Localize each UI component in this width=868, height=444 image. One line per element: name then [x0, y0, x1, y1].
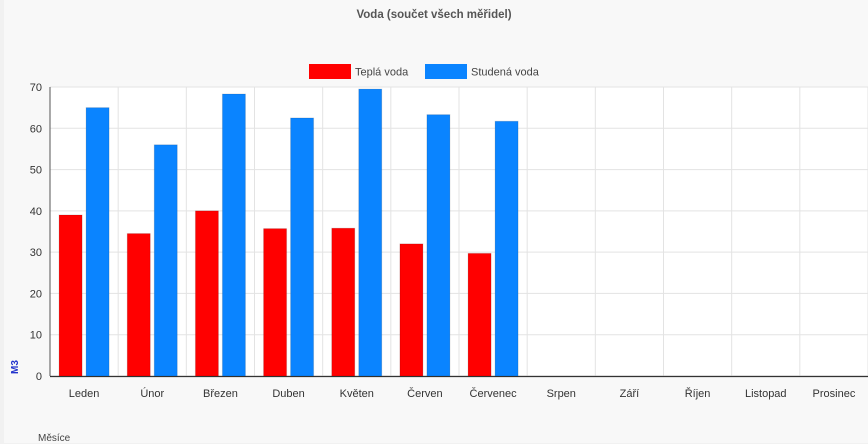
- y-tick-label: 60: [30, 123, 42, 135]
- bar-studená-voda: [85, 107, 110, 377]
- y-tick-label: 0: [36, 371, 42, 383]
- bar-teplá-voda: [263, 228, 288, 377]
- bar-teplá-voda: [467, 252, 492, 377]
- y-tick-label: 50: [30, 165, 42, 177]
- x-tick-label: Říjen: [685, 387, 711, 400]
- chart-title: Voda (součet všech měřidel): [356, 9, 512, 21]
- bar-teplá-voda: [126, 233, 151, 377]
- y-tick-label: 10: [30, 330, 42, 342]
- bar-teplá-voda: [399, 243, 424, 377]
- x-tick-label: Červenec: [470, 387, 518, 400]
- x-tick-label: Červen: [407, 387, 442, 400]
- x-axis-label: Měsíce: [38, 433, 71, 444]
- bar-studená-voda: [494, 120, 519, 377]
- x-tick-label: Listopad: [745, 388, 787, 400]
- bar-studená-voda: [221, 93, 246, 377]
- y-tick-label: 20: [30, 288, 42, 300]
- bar-studená-voda: [290, 117, 315, 377]
- y-tick-label: 30: [30, 247, 42, 259]
- legend-label: Studená voda: [471, 67, 540, 79]
- y-tick-label: 70: [30, 82, 42, 94]
- x-tick-label: Březen: [203, 388, 238, 400]
- bar-studená-voda: [153, 144, 178, 377]
- x-tick-label: Prosinec: [813, 388, 856, 400]
- legend-swatch: [425, 64, 467, 79]
- x-tick-label: Květen: [340, 388, 374, 400]
- bar-teplá-voda: [194, 210, 219, 377]
- y-axis-label: M3: [10, 360, 21, 374]
- legend-swatch: [309, 64, 351, 79]
- x-tick-label: Únor: [140, 387, 164, 400]
- x-tick-label: Září: [620, 388, 640, 400]
- x-tick-label: Srpen: [547, 388, 576, 400]
- x-tick-label: Leden: [69, 388, 100, 400]
- legend-label: Teplá voda: [355, 67, 409, 79]
- bar-teplá-voda: [331, 227, 356, 377]
- bar-studená-voda: [358, 88, 383, 377]
- y-tick-label: 40: [30, 206, 42, 218]
- bar-studená-voda: [426, 114, 451, 377]
- bar-teplá-voda: [58, 214, 83, 377]
- x-tick-label: Duben: [272, 388, 304, 400]
